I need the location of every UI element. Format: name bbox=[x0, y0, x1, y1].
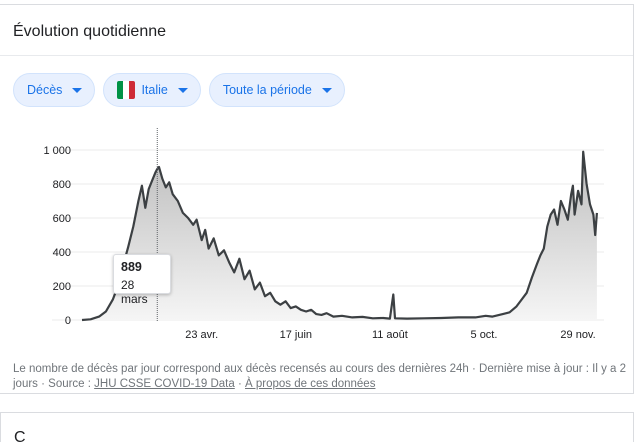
source-link[interactable]: JHU CSSE COVID-19 Data bbox=[94, 378, 235, 390]
next-card: C bbox=[0, 412, 634, 446]
y-tick-label: 400 bbox=[53, 247, 71, 259]
next-card-title: C bbox=[14, 429, 26, 446]
filter-bar: Décès Italie Toute la période bbox=[13, 73, 345, 107]
footnote-separator: · bbox=[234, 378, 246, 390]
series-area bbox=[82, 151, 597, 320]
y-tick-label: 800 bbox=[53, 179, 71, 191]
chart-tooltip: 889 28 mars bbox=[113, 254, 171, 306]
daily-evolution-card: Évolution quotidienne Décès Italie Toute… bbox=[0, 4, 634, 394]
tooltip-date: 28 mars bbox=[121, 278, 148, 306]
about-data-link[interactable]: À propos de ces données bbox=[245, 378, 376, 390]
x-tick-label: 23 avr. bbox=[185, 329, 218, 341]
x-tick-label: 5 oct. bbox=[471, 329, 498, 341]
series-line bbox=[81, 150, 598, 322]
y-tick-label: 200 bbox=[53, 281, 71, 293]
footnote-text: Le nombre de décès par jour correspond a… bbox=[13, 363, 627, 390]
x-tick-label: 29 nov. bbox=[560, 329, 595, 341]
country-dropdown-label: Italie bbox=[141, 83, 168, 97]
metric-dropdown-label: Décès bbox=[27, 83, 63, 97]
metric-dropdown[interactable]: Décès bbox=[13, 73, 96, 107]
x-tick-label: 17 juin bbox=[280, 329, 312, 341]
daily-deaths-chart[interactable]: 0 200 400 600 800 1 000 23 avr. 17 juin 11 août 5… bbox=[0, 123, 634, 348]
header-divider bbox=[0, 55, 633, 56]
caret-down-icon bbox=[72, 87, 83, 93]
italy-flag-icon bbox=[117, 81, 136, 99]
caret-down-icon bbox=[177, 87, 188, 93]
caret-down-icon bbox=[321, 87, 332, 93]
x-tick-label: 11 août bbox=[372, 329, 408, 341]
period-dropdown[interactable]: Toute la période bbox=[208, 73, 345, 107]
y-tick-label: 600 bbox=[53, 213, 71, 225]
tooltip-value: 889 bbox=[121, 260, 142, 274]
y-tick-label: 0 bbox=[65, 315, 71, 327]
period-dropdown-label: Toute la période bbox=[222, 83, 312, 97]
y-tick-label: 1 000 bbox=[43, 145, 71, 157]
panel-title: Évolution quotidienne bbox=[13, 23, 167, 40]
data-footnote: Le nombre de décès par jour correspond a… bbox=[13, 362, 628, 392]
country-dropdown[interactable]: Italie bbox=[103, 73, 201, 107]
